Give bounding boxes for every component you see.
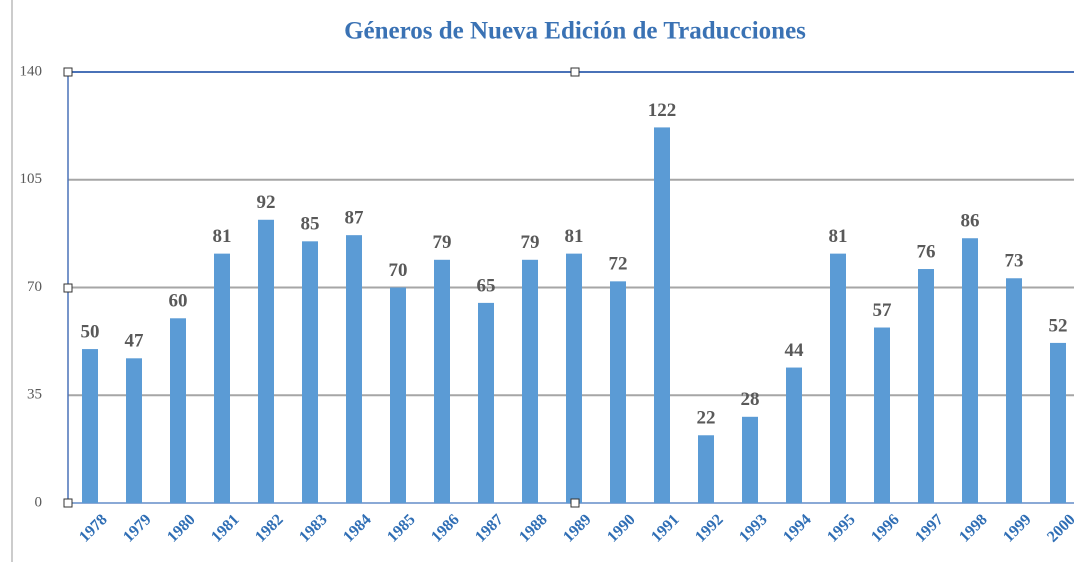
selection-handle <box>63 283 73 293</box>
x-tick-label: 1999 <box>1000 511 1035 546</box>
value-label: 52 <box>1049 315 1068 336</box>
selection-handle <box>570 67 580 77</box>
bar <box>346 235 362 503</box>
bar <box>698 435 714 503</box>
bar <box>654 127 670 504</box>
x-tick-label: 1998 <box>956 511 991 546</box>
x-tick-label: 1987 <box>472 511 507 546</box>
value-label: 81 <box>213 226 232 247</box>
bar <box>830 253 846 503</box>
bar <box>478 302 494 503</box>
value-label: 60 <box>169 291 188 312</box>
value-label: 122 <box>648 100 677 121</box>
x-tick-label: 1984 <box>340 511 375 546</box>
value-label: 44 <box>785 340 805 361</box>
value-label: 28 <box>741 389 760 410</box>
value-label: 79 <box>521 232 540 253</box>
bar <box>170 318 186 503</box>
value-label: 47 <box>125 331 145 352</box>
x-tick-label: 1981 <box>208 511 243 546</box>
selection-handle <box>570 498 580 508</box>
bar <box>786 367 802 503</box>
value-label: 92 <box>257 192 276 213</box>
y-tick-label: 70 <box>27 279 42 295</box>
x-tick-label: 1989 <box>560 511 595 546</box>
value-label: 65 <box>477 275 496 296</box>
value-label: 87 <box>345 208 365 229</box>
selection-handle <box>63 498 73 508</box>
bar <box>522 259 538 503</box>
bar <box>918 269 934 503</box>
x-tick-label: 1993 <box>736 511 771 546</box>
x-tick-label: 1985 <box>384 511 419 546</box>
value-label: 76 <box>917 241 936 262</box>
chart-title: Géneros de Nueva Edición de Traducciones <box>344 18 806 45</box>
bar <box>126 358 142 503</box>
x-tick-label: 1995 <box>824 511 859 546</box>
x-tick-label: 1978 <box>76 511 111 546</box>
bar <box>434 259 450 503</box>
y-tick-label: 140 <box>20 63 43 79</box>
selection-handle <box>63 67 73 77</box>
x-tick-label: 2000 <box>1044 511 1074 546</box>
bar <box>214 253 230 503</box>
x-tick-label: 1992 <box>692 511 727 546</box>
value-label: 73 <box>1005 251 1024 272</box>
bar <box>610 281 626 503</box>
x-tick-label: 1983 <box>296 511 331 546</box>
x-tick-label: 1994 <box>780 511 815 546</box>
bar <box>742 416 758 503</box>
x-tick-label: 1990 <box>604 511 639 546</box>
bar <box>258 219 274 503</box>
x-tick-label: 1980 <box>164 511 199 546</box>
x-tick-label: 1988 <box>516 511 551 546</box>
value-label: 86 <box>961 211 980 232</box>
x-tick-label: 1986 <box>428 511 463 546</box>
bar <box>82 349 98 503</box>
value-label: 70 <box>389 260 408 281</box>
value-label: 81 <box>829 226 848 247</box>
bar <box>874 327 890 503</box>
y-tick-label: 105 <box>20 171 43 187</box>
value-label: 57 <box>873 300 893 321</box>
y-tick-label: 0 <box>35 494 43 510</box>
bar <box>566 253 582 503</box>
x-tick-label: 1982 <box>252 511 287 546</box>
x-tick-label: 1979 <box>120 511 155 546</box>
bar <box>1006 278 1022 503</box>
bar <box>962 238 978 503</box>
x-tick-label: 1997 <box>912 511 947 546</box>
value-label: 85 <box>301 214 320 235</box>
value-label: 72 <box>609 254 628 275</box>
y-tick-label: 35 <box>27 387 42 403</box>
bar <box>302 241 318 504</box>
value-label: 50 <box>81 321 100 342</box>
x-tick-label: 1996 <box>868 511 903 546</box>
bar <box>390 287 406 503</box>
value-label: 22 <box>697 408 716 429</box>
bar <box>1050 342 1066 503</box>
value-label: 81 <box>565 226 584 247</box>
x-tick-label: 1991 <box>648 511 683 546</box>
value-label: 79 <box>433 232 452 253</box>
